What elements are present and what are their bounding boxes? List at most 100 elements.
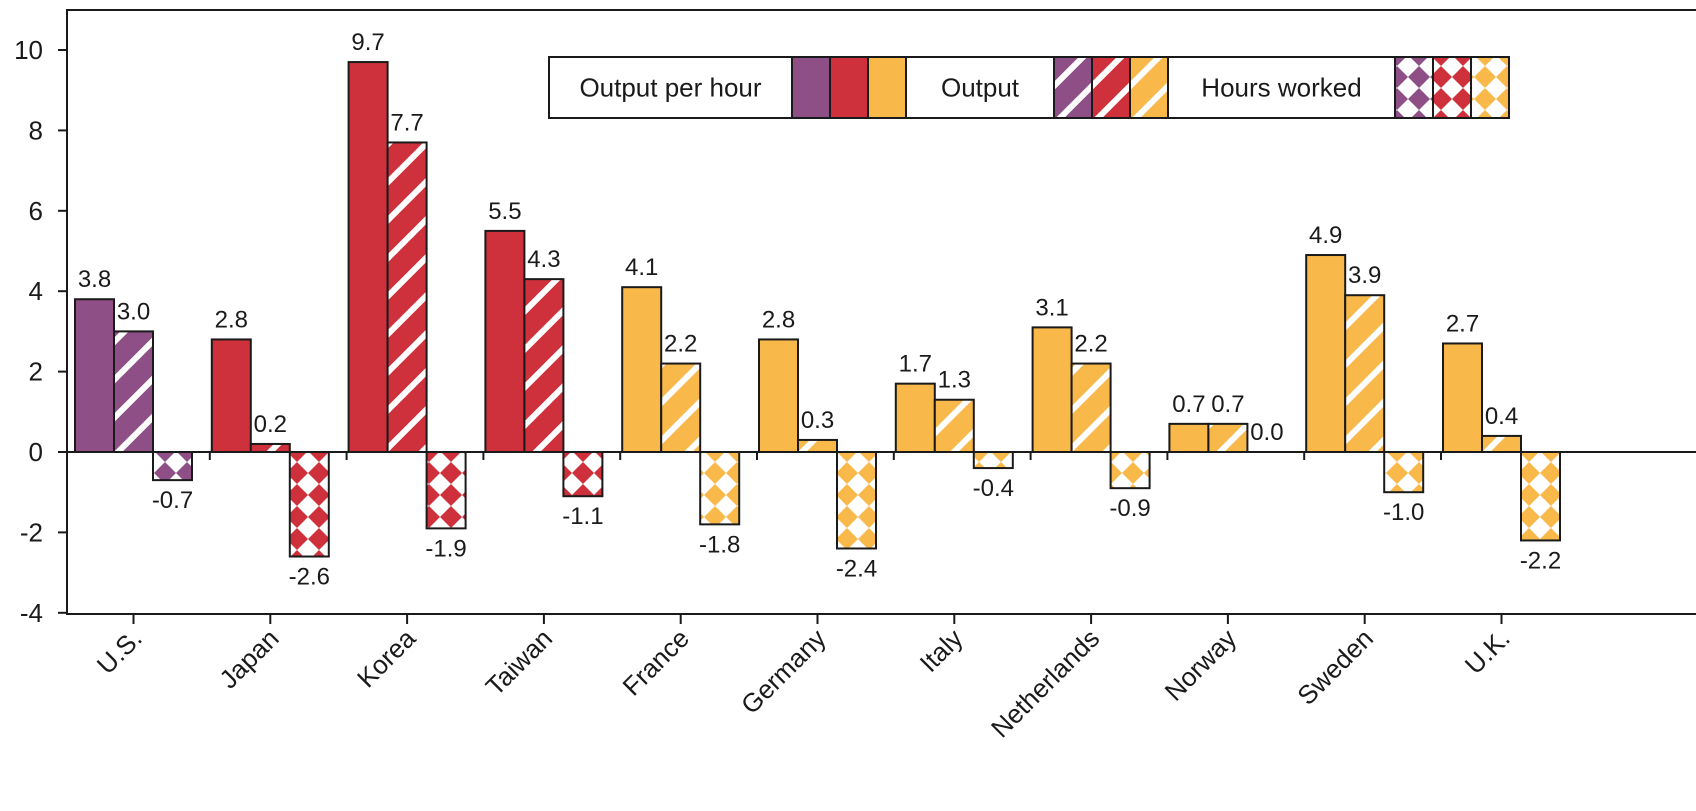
data-label-hours-worked: -1.0 [1383, 499, 1424, 526]
x-tick-label: Norway [1159, 623, 1243, 707]
data-label-output-per-hour: 3.1 [1035, 294, 1068, 321]
data-label-hours-worked: -0.7 [152, 487, 193, 514]
bar-output [1070, 362, 1112, 453]
data-label-output: 0.7 [1211, 391, 1244, 418]
bar-output-per-hour [758, 338, 799, 453]
bar-hours-worked [1520, 451, 1561, 542]
y-tick-label: 4 [29, 276, 43, 306]
data-label-output: 3.0 [117, 298, 150, 325]
data-label-output-per-hour: 5.5 [488, 198, 521, 225]
data-label-output: 1.3 [938, 367, 971, 394]
x-tick-label: Netherlands [985, 623, 1105, 743]
legend-swatch-output [1129, 56, 1169, 119]
legend-swatch-output [1091, 56, 1131, 119]
bar-hours-worked [1109, 451, 1151, 490]
data-label-output-per-hour: 2.7 [1446, 310, 1479, 337]
bar-hours-worked [152, 451, 193, 482]
legend-swatch-output-per-hour [791, 56, 831, 119]
data-label-output-per-hour: 3.8 [78, 266, 111, 293]
data-label-output-per-hour: 4.9 [1309, 222, 1342, 249]
legend-label-box [1167, 56, 1396, 119]
bar-output [933, 398, 975, 453]
bar-output [523, 278, 565, 454]
bar-output [249, 442, 291, 453]
legend-label-output: Output [941, 73, 1020, 103]
data-label-output-per-hour: 2.8 [762, 306, 795, 333]
y-axis: -4 -2 0 2 4 6 8 10 [14, 35, 67, 628]
bar-output-per-hour [894, 382, 936, 453]
data-label-output-per-hour: 9.7 [351, 29, 384, 56]
bar-output [113, 330, 154, 453]
data-label-output: 0.2 [254, 411, 287, 438]
data-label-hours-worked: -1.9 [425, 535, 466, 562]
bar-hours-worked [288, 451, 330, 558]
bar-output-per-hour [621, 286, 663, 453]
legend-swatch-hours-worked [1432, 56, 1472, 119]
data-label-output-per-hour: 2.8 [215, 306, 248, 333]
data-label-hours-worked: -2.6 [289, 564, 330, 591]
bar-value-labels: 3.83.0 -0.7 2.8 0.2 -2.6 9.7 7.7 -1.9 5.54.3 -1.1… [78, 29, 1561, 590]
data-label-hours-worked: -1.8 [699, 531, 740, 558]
y-tick-label: 8 [29, 115, 43, 145]
data-label-hours-worked: -2.4 [836, 555, 877, 582]
bar-output-per-hour [74, 298, 115, 453]
data-label-output-per-hour: 0.7 [1172, 391, 1205, 418]
bar-output [1207, 422, 1249, 453]
bar-hours-worked [972, 451, 1014, 470]
bar-output-per-hour [210, 338, 252, 453]
x-tick-label: Taiwan [480, 623, 558, 701]
data-label-hours-worked: -0.9 [1109, 495, 1150, 522]
bar-output-per-hour [1442, 342, 1483, 453]
legend-swatch-output-per-hour [867, 56, 907, 119]
y-tick-label: 0 [29, 437, 43, 467]
x-tick-label: Korea [351, 623, 422, 694]
bar-hours-worked [562, 451, 604, 498]
bar-output-per-hour [1305, 254, 1347, 453]
data-label-output: 0.4 [1485, 403, 1518, 430]
bar-output [386, 141, 428, 454]
legend-label-box [548, 56, 793, 119]
data-label-output: 2.2 [664, 331, 697, 358]
data-label-output: 4.3 [527, 246, 560, 273]
bar-hours-worked [425, 451, 467, 530]
bar-output-per-hour [484, 229, 526, 453]
bar-output-per-hour [1031, 326, 1073, 454]
bar-output [1481, 434, 1522, 454]
bar-output [1344, 294, 1386, 453]
bar-output [660, 362, 702, 453]
data-label-output: 3.9 [1348, 262, 1381, 289]
data-label-output-per-hour: 4.1 [625, 254, 658, 281]
legend-swatch-output [1053, 56, 1093, 119]
y-tick-label: 10 [14, 35, 43, 65]
bar-hours-worked [1383, 451, 1425, 494]
legend-label-output-per-hour: Output per hour [579, 73, 761, 103]
x-tick-label: France [617, 623, 695, 701]
x-tick-label: Italy [914, 623, 969, 678]
y-tick-label: -2 [20, 517, 43, 547]
data-label-output-per-hour: 1.7 [899, 351, 932, 378]
legend: Output per hour Output Hours worked [548, 56, 1510, 119]
legend-label-hours-worked: Hours worked [1201, 73, 1361, 103]
y-tick-label: 2 [29, 357, 43, 387]
data-label-hours-worked: -0.4 [973, 475, 1014, 502]
bar-output [797, 438, 838, 454]
bar-hours-worked [699, 451, 741, 526]
legend-swatch-hours-worked [1470, 56, 1510, 119]
data-label-hours-worked: -1.1 [562, 503, 603, 530]
bar-hours-worked [836, 451, 877, 550]
x-tick-label: U.S. [91, 623, 148, 680]
x-tick-label: Japan [213, 623, 284, 694]
data-label-hours-worked: -2.2 [1520, 547, 1561, 574]
x-tick-label: U.K. [1459, 623, 1516, 680]
data-label-output: 7.7 [390, 109, 423, 136]
data-label-hours-worked: 0.0 [1250, 419, 1283, 446]
y-tick-label: -4 [20, 598, 43, 628]
legend-swatch-output-per-hour [829, 56, 869, 119]
y-tick-label: 6 [29, 196, 43, 226]
data-label-output: 2.2 [1074, 331, 1107, 358]
legend-swatch-hours-worked [1394, 56, 1434, 119]
x-tick-label: Sweden [1291, 623, 1379, 711]
bar-output-per-hour [1168, 422, 1210, 453]
bars-group [74, 61, 1561, 558]
